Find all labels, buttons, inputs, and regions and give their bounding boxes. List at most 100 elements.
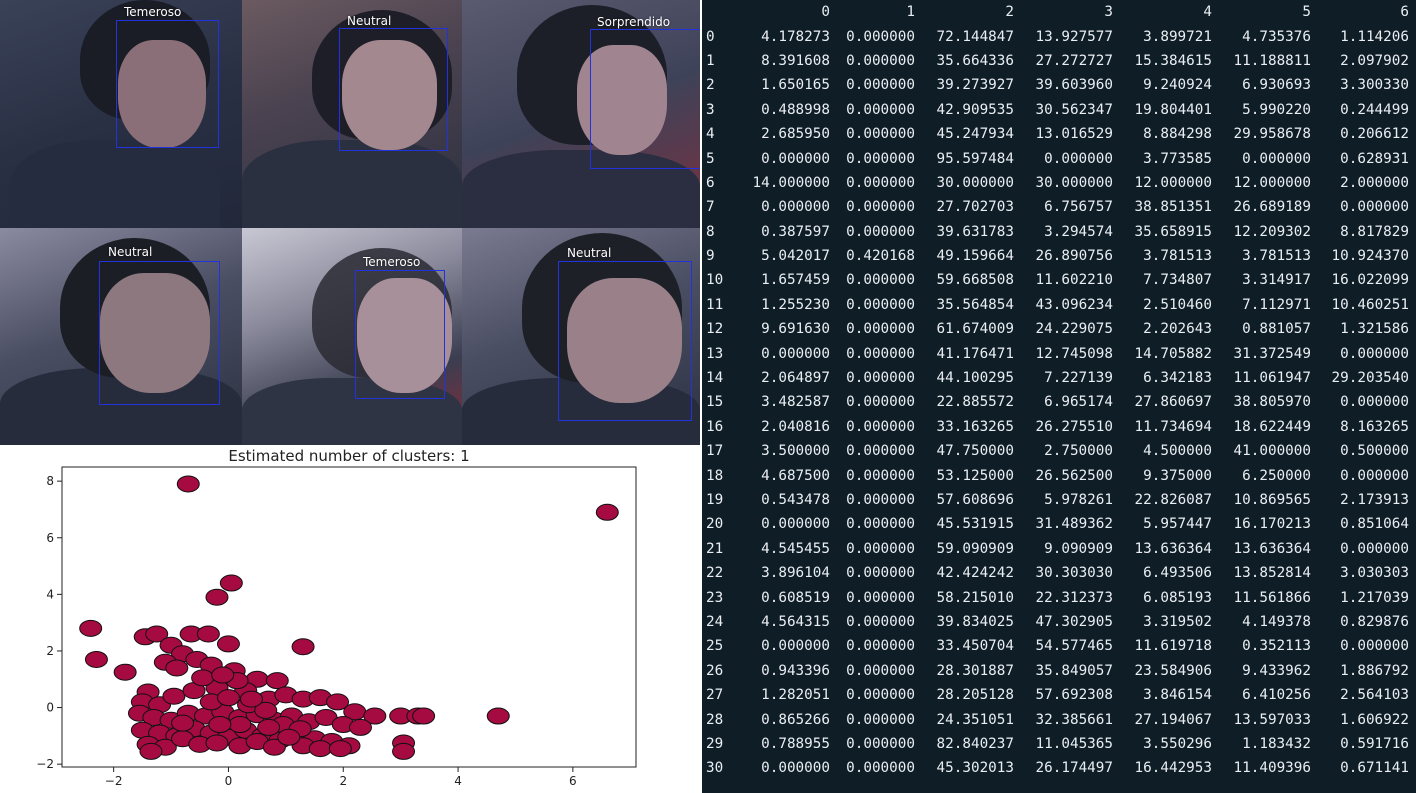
table-cell: 39.631783 — [936, 223, 1014, 240]
y-tick-label: 4 — [46, 587, 54, 601]
scatter-point — [208, 716, 232, 734]
table-cell: 13.016529 — [1035, 126, 1113, 143]
table-cell: 0.000000 — [846, 516, 915, 533]
table-cell: 14.000000 — [752, 174, 830, 191]
scatter-point — [228, 716, 252, 734]
table-cell: 0.352113 — [1242, 638, 1311, 655]
table-cell: 59.090909 — [936, 540, 1014, 557]
table-row: 2 1.650165 0.000000 39.273927 39.603960 9.240… — [702, 73, 1409, 97]
table-cell: 6.930693 — [1242, 77, 1311, 94]
row-index: 4 — [706, 126, 715, 143]
table-cell: 0.000000 — [1242, 150, 1311, 167]
scatter-point — [363, 707, 387, 725]
table-cell: 0.000000 — [846, 540, 915, 557]
scatter-point — [291, 638, 315, 656]
y-tick-label: 8 — [46, 474, 54, 488]
table-cell: 0.543478 — [761, 492, 830, 508]
table-cell: 0.244499 — [1340, 101, 1409, 118]
row-index: 28 — [706, 711, 724, 728]
table-row: 17 3.500000 0.000000 47.750000 2.750000 4.500… — [702, 439, 1409, 463]
table-cell: 0.591716 — [1340, 735, 1409, 752]
table-cell: 3.550296 — [1143, 735, 1212, 752]
table-cell: 27.860697 — [1134, 394, 1212, 411]
table-cell: 12.209302 — [1233, 223, 1311, 240]
table-cell: 3.781513 — [1143, 248, 1212, 265]
table-cell: 0.000000 — [1340, 638, 1409, 655]
table-cell: 22.826087 — [1134, 492, 1212, 508]
scatter-point — [326, 693, 350, 711]
table-row: 4 2.685950 0.000000 45.247934 13.016529 8.884… — [702, 122, 1409, 146]
table-cell: 0.943396 — [761, 662, 830, 679]
table-cell: 0.000000 — [1340, 540, 1409, 557]
table-header-row: 0 1 2 3 4 5 6 — [702, 0, 1409, 24]
table-cell: 53.125000 — [936, 467, 1014, 484]
row-index: 17 — [706, 443, 724, 460]
table-row: 0 4.178273 0.000000 72.144847 13.927577 3.899… — [702, 24, 1409, 48]
table-cell: 35.658915 — [1134, 223, 1212, 240]
table-cell: 4.564315 — [761, 613, 830, 630]
scatter-point — [205, 588, 229, 606]
table-cell: 0.000000 — [761, 345, 830, 362]
table-cell: 0.206612 — [1340, 126, 1409, 143]
table-cell: 2.750000 — [1044, 443, 1113, 460]
table-cell: 0.000000 — [846, 687, 915, 704]
table-cell: 10.460251 — [1331, 296, 1409, 313]
table-cell: 12.000000 — [1233, 174, 1311, 191]
table-cell: 6.342183 — [1143, 370, 1212, 387]
table-cell: 35.664336 — [936, 52, 1014, 69]
table-cell: 44.100295 — [936, 370, 1014, 387]
table-cell: 33.450704 — [936, 638, 1014, 655]
table-cell: 30.000000 — [1035, 174, 1113, 191]
y-tick-label: 0 — [46, 701, 54, 715]
table-row: 26 0.943396 0.000000 28.301887 35.849057 23.5… — [702, 659, 1409, 683]
row-index: 27 — [706, 687, 724, 704]
table-cell: 5.978261 — [1044, 492, 1113, 508]
table-cell: 58.215010 — [936, 589, 1014, 606]
table-cell: 0.788955 — [761, 735, 830, 752]
table-cell: 0.000000 — [761, 638, 830, 655]
table-cell: 0.000000 — [846, 418, 915, 435]
table-row: 11 1.255230 0.000000 35.564854 43.096234 2.51… — [702, 293, 1409, 317]
table-cell: 0.000000 — [761, 150, 830, 167]
table-cell: 35.564854 — [936, 296, 1014, 313]
table-cell: 11.602210 — [1035, 272, 1113, 289]
table-cell: 5.042017 — [761, 248, 830, 265]
table-cell: 43.096234 — [1035, 296, 1113, 313]
table-cell: 15.384615 — [1134, 52, 1212, 69]
scatter-point — [392, 742, 416, 760]
table-cell: 27.272727 — [1035, 52, 1113, 69]
table-cell: 61.674009 — [936, 321, 1014, 338]
table-cell: 0.000000 — [761, 760, 830, 777]
face-frame-4: Neutral — [0, 228, 242, 445]
emotion-label: Temeroso — [363, 255, 421, 269]
scatter-point — [113, 663, 137, 681]
table-cell: 32.385661 — [1035, 711, 1113, 728]
table-row: 3 0.488998 0.000000 42.909535 30.562347 19.80… — [702, 98, 1409, 122]
table-cell: 95.597484 — [936, 150, 1014, 167]
table-cell: 1.183432 — [1242, 735, 1311, 752]
table-cell: 1.217039 — [1340, 589, 1409, 606]
column-header: 3 — [1104, 4, 1113, 21]
table-cell: 0.000000 — [846, 443, 915, 460]
scatter-point — [412, 707, 436, 725]
table-cell: 13.927577 — [1035, 28, 1113, 45]
table-cell: 8.884298 — [1143, 126, 1212, 143]
table-cell: 4.178273 — [761, 28, 830, 45]
face-frame-5: Temeroso — [242, 228, 462, 445]
table-cell: 2.173913 — [1340, 492, 1409, 508]
table-cell: 35.849057 — [1035, 662, 1113, 679]
row-index: 14 — [706, 370, 724, 387]
x-tick-label: 2 — [339, 774, 347, 788]
scatter-point — [254, 701, 278, 719]
table-cell: 0.387597 — [761, 223, 830, 240]
table-cell: 26.275510 — [1035, 418, 1113, 435]
table-cell: 18.622449 — [1233, 418, 1311, 435]
table-cell: 11.561866 — [1233, 589, 1311, 606]
table-cell: 19.804401 — [1134, 101, 1212, 118]
table-cell: 57.692308 — [1035, 687, 1113, 704]
table-cell: 1.650165 — [761, 77, 830, 94]
row-index: 22 — [706, 565, 724, 582]
scatter-point — [205, 734, 229, 752]
table-cell: 0.000000 — [846, 760, 915, 777]
